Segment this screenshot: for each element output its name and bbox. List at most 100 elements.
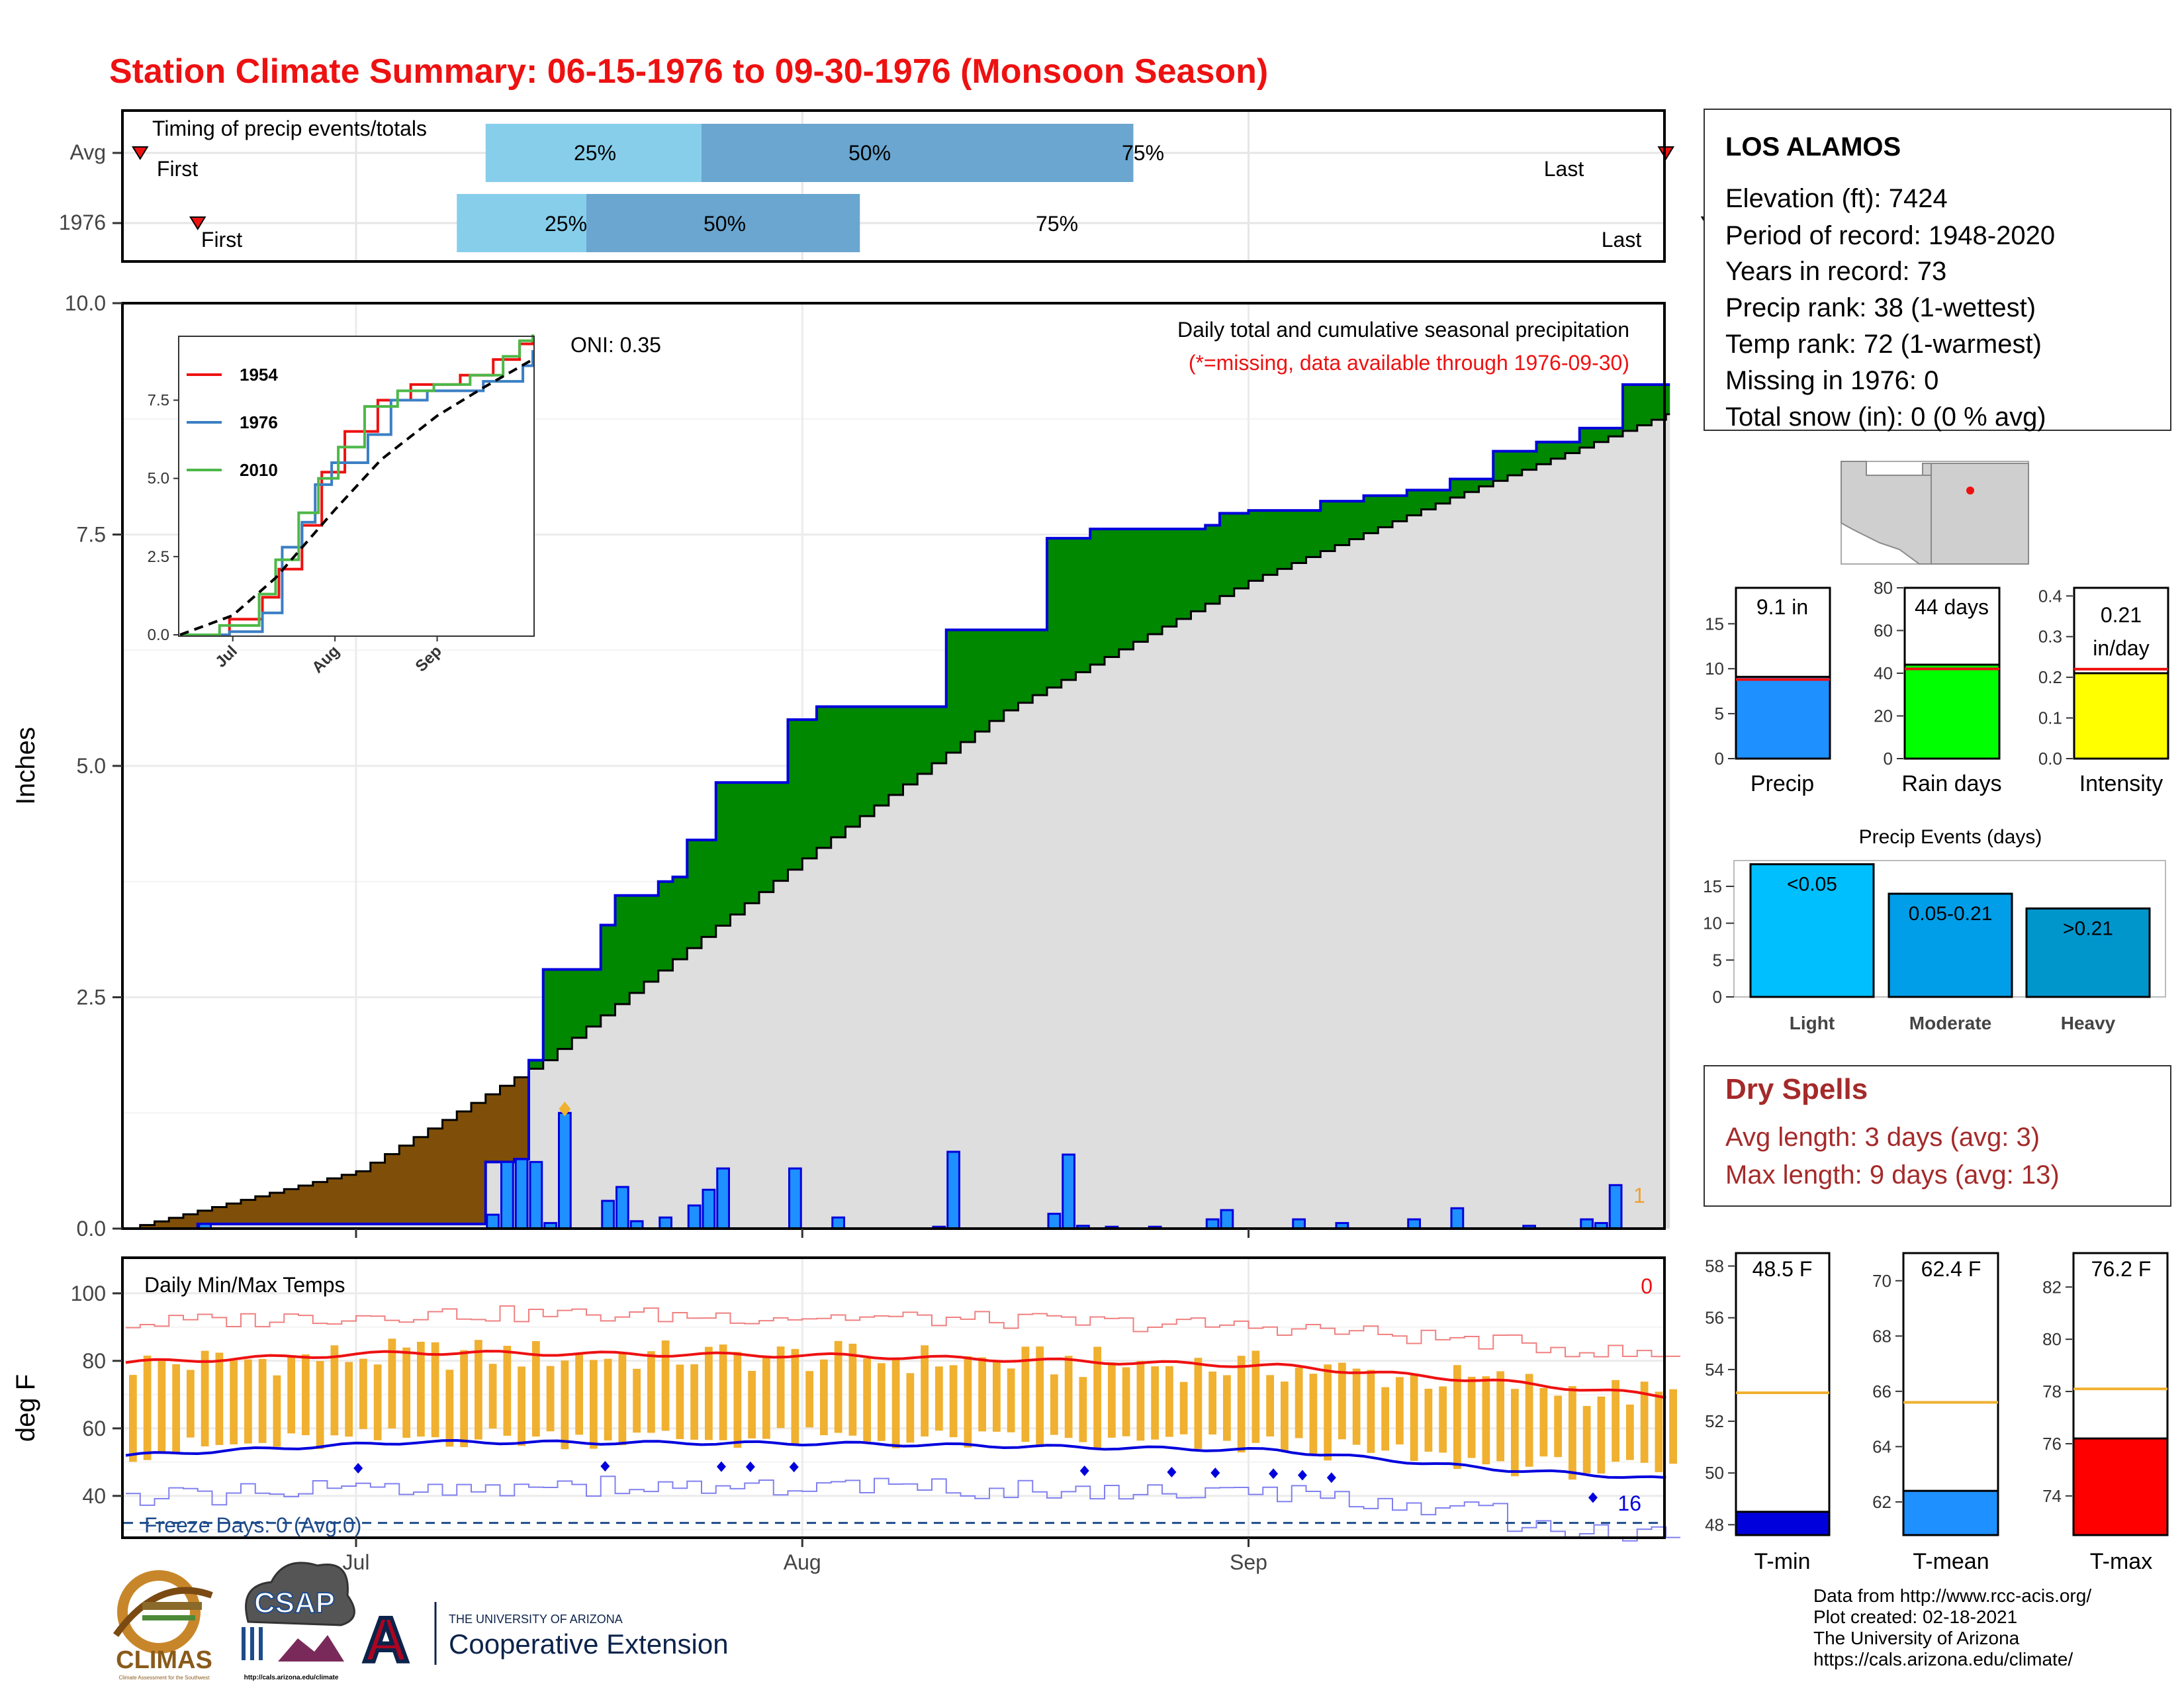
daily-precip-bar [1450,1207,1465,1230]
daily-temp-range-bar [1496,1371,1504,1462]
precip-departure-segment [442,1119,457,1225]
daily-precip-bar [500,1160,514,1230]
daily-temp-range-bar [762,1356,770,1439]
precip-departure-segment [485,1094,501,1162]
precip-y-tick-label: 5.0 [77,754,106,778]
summary-y-tick-label: 0.1 [2038,708,2062,728]
precip-departure-segment [932,706,947,764]
year-p50-label: 50% [704,212,746,236]
daily-temp-range-bar [518,1366,525,1446]
dry-spells-avg: Avg length: 3 days (avg: 3) [1725,1123,2040,1152]
daily-temp-range-bar [1079,1377,1087,1442]
precip-departure-segment [1493,451,1508,481]
temp-summary-y-tick-label: 70 [1872,1271,1891,1291]
daily-temp-range-bar [1669,1389,1677,1464]
daily-temp-range-bar [1309,1374,1318,1456]
summary-value-bar [1903,663,2001,760]
summary-y-tick-label: 0 [1715,749,1724,769]
precip-departure-segment [1148,529,1163,634]
daily-temp-range-bar [273,1375,281,1447]
precip-departure-segment [960,630,976,743]
summary-y-tick-label: 0.0 [2038,749,2062,769]
daily-temp-range-bar [1295,1367,1303,1438]
daily-temp-range-bar [1151,1366,1159,1440]
daily-temp-range-bar [647,1351,655,1433]
tmean-value: 62.4 F [1921,1257,1981,1281]
precip-departure-segment [241,1199,256,1225]
precip-departure-segment [1003,630,1019,711]
precip-data-note: (*=missing, data available through 1976-… [1189,351,1629,375]
temp-summary-y-tick-label: 74 [2042,1486,2062,1506]
daily-temp-range-bar [546,1366,555,1432]
precip-right-count: 1 [1633,1184,1645,1207]
inset-x-tick-label: Sep [412,642,445,675]
daily-temp-range-bar [445,1370,454,1447]
precip-event-bar-label: 0.05-0.21 [1909,903,1993,925]
precip-departure-segment [1090,529,1105,665]
precip-panel: 0.02.55.07.510.0 Inches ONI: 0.35 Daily … [11,291,1670,1241]
timing-row-label-avg: Avg [69,140,106,164]
precip-departure-segment [212,1207,227,1225]
x-axis-month-label: Aug [784,1550,821,1574]
events-y-tick-label: 15 [1703,876,1722,896]
temp-summary-y-tick-label: 50 [1705,1463,1724,1483]
daily-precip-bar [1047,1213,1062,1230]
tmin-value: 48.5 F [1752,1257,1813,1281]
precip-departure-segment [845,706,860,827]
dry-spells-title: Dry Spells [1725,1073,1868,1105]
daily-precip-bar [1407,1218,1421,1230]
temp-summary-y-tick-label: 66 [1872,1382,1891,1401]
info-missing: Missing in 1976: 0 [1725,366,1938,395]
daily-temp-range-bar [1352,1368,1361,1445]
daily-temp-range-bar [705,1346,713,1440]
summary-value-bar [2073,672,2169,760]
daily-temp-range-bar [978,1357,986,1432]
precip-departure-segment [1320,501,1336,551]
info-temp-rank: Temp rank: 72 (1-warmest) [1725,330,2042,359]
precip-departure-segment [874,706,889,806]
precip-event-bar [1749,863,1875,998]
precip-departure-segment [903,706,918,784]
daily-temp-range-bar [1467,1376,1476,1458]
record-low-marker [1326,1472,1336,1483]
precip-departure-segment [1234,513,1250,588]
daily-temp-range-bar [1208,1371,1216,1435]
daily-temp-range-bar [921,1345,929,1437]
precip-y-axis-label: Inches [11,727,40,805]
precip-departure-segment [802,720,817,859]
precip-departure-segment [1277,510,1293,569]
temp-summary-y-tick-label: 76 [2042,1434,2062,1454]
climas-logo: CLIMAS Climate Assessment for the Southw… [113,1570,213,1681]
timing-q2-bar [702,124,1134,182]
daily-temp-range-bar [1179,1382,1188,1434]
daily-precip-bar [946,1150,960,1230]
ua-logo-line1: THE UNIVERSITY OF ARIZONA [449,1613,623,1626]
inset-y-tick-label: 2.5 [148,548,169,566]
precip-event-bar [1888,892,2013,998]
daily-precip-bar [1205,1218,1220,1230]
record-min-line [126,1476,1680,1542]
ua-logo-letter: A [363,1605,408,1675]
daily-temp-range-bar [1640,1382,1649,1463]
daily-temp-range-bar [475,1340,482,1440]
average-cumulative-area [126,414,1670,1229]
temp-summary-bar [1735,1511,1831,1536]
daily-temp-range-bar [1338,1362,1346,1440]
daily-temp-range-bar [561,1360,569,1450]
record-low-marker [353,1462,363,1474]
temp-panel-label: Daily Min/Max Temps [144,1273,345,1297]
csap-logo-url: http://cals.arizona.edu/climate [244,1674,339,1681]
precip-departure-segment [1651,385,1666,420]
daily-temp-range-bar [633,1368,641,1433]
precip-y-tick-label: 2.5 [77,986,106,1009]
daily-temp-range-bar [1251,1350,1260,1443]
temp-summary-y-tick-label: 64 [1872,1436,1891,1456]
x-axis-month-label: Jul [343,1550,370,1574]
daily-temp-range-bar [690,1364,698,1440]
precip-events-panel: Precip Events (days) <0.05 Light 0.05-0.21… [1703,826,2166,1033]
precip-departure-segment [1263,510,1278,575]
daily-temp-range-bar [1324,1364,1332,1461]
daily-temp-range-bar [1597,1396,1606,1474]
daily-temp-range-bar [287,1355,295,1434]
precip-departure-segment [1551,442,1566,459]
